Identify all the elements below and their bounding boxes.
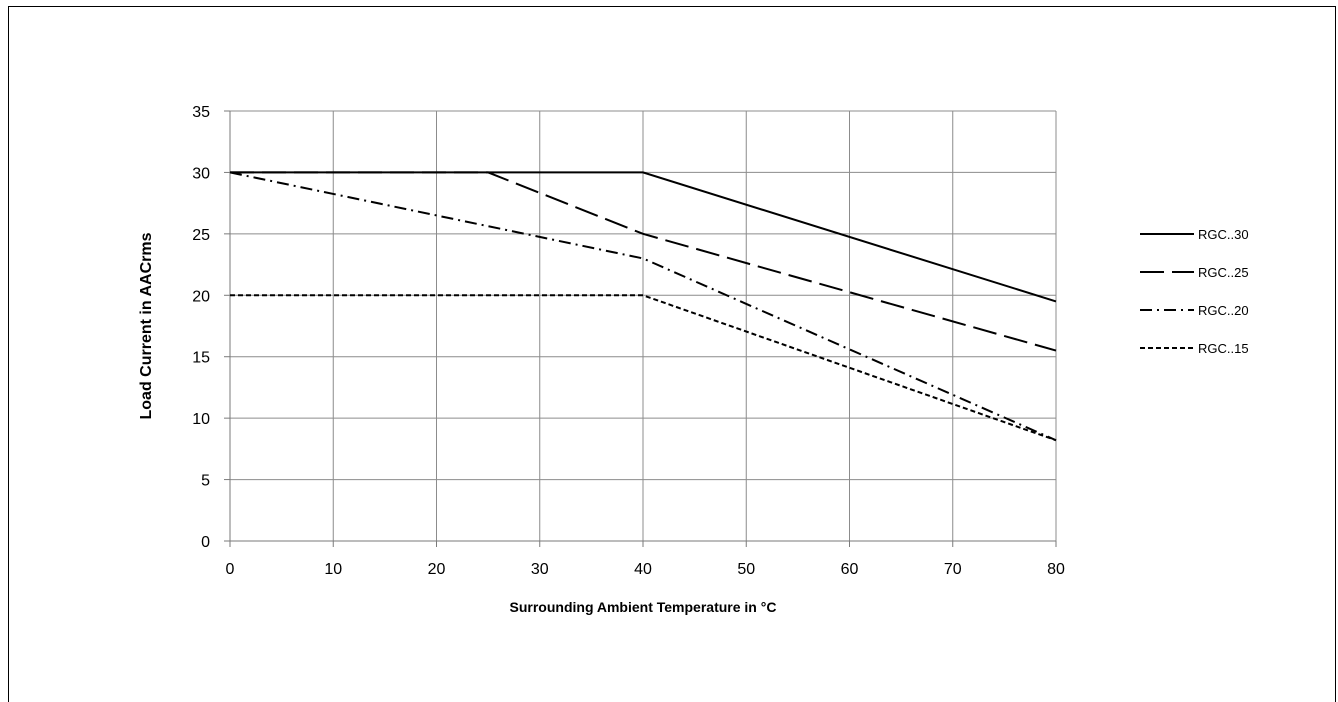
series-line-rgc--15	[230, 294, 1057, 442]
y-tick-label-35: 35	[192, 104, 210, 121]
y-tick-labels: 0 5 10 15 20 25 30 35	[192, 104, 210, 551]
x-tick-label-0: 0	[226, 561, 235, 578]
x-tick-label-70: 70	[944, 561, 962, 578]
x-tick-label-40: 40	[634, 561, 652, 578]
legend-label-1: RGC..25	[1198, 265, 1249, 280]
axes	[224, 110, 1057, 547]
x-tick-labels: 0 10 20 30 40 50 60 70 80	[226, 561, 1065, 578]
x-tick-label-80: 80	[1047, 561, 1065, 578]
y-tick-label-10: 10	[192, 411, 210, 428]
x-tick-label-20: 20	[428, 561, 446, 578]
series-lines	[229, 171, 1057, 442]
legend: RGC..30 RGC..25 RGC..20 RGC..15	[1140, 227, 1249, 356]
x-tick-label-10: 10	[324, 561, 342, 578]
x-tick-label-50: 50	[737, 561, 755, 578]
legend-label-3: RGC..15	[1198, 341, 1249, 356]
series-line-rgc--25	[230, 171, 1057, 352]
y-tick-label-20: 20	[192, 288, 210, 305]
x-tick-label-30: 30	[531, 561, 549, 578]
y-tick-label-0: 0	[201, 534, 210, 551]
legend-label-2: RGC..20	[1198, 303, 1249, 318]
grid-lines	[230, 110, 1057, 541]
series-line-rgc--20	[229, 171, 1057, 442]
x-axis-label: Surrounding Ambient Temperature in °C	[510, 599, 777, 615]
y-tick-label-5: 5	[201, 473, 210, 490]
x-tick-label-60: 60	[841, 561, 859, 578]
y-tick-label-30: 30	[192, 165, 210, 182]
y-axis-label: Load Current in AACrms	[138, 232, 155, 419]
chart-frame	[8, 6, 1336, 702]
y-tick-label-15: 15	[192, 350, 210, 367]
y-tick-label-25: 25	[192, 227, 210, 244]
legend-label-0: RGC..30	[1198, 227, 1249, 242]
